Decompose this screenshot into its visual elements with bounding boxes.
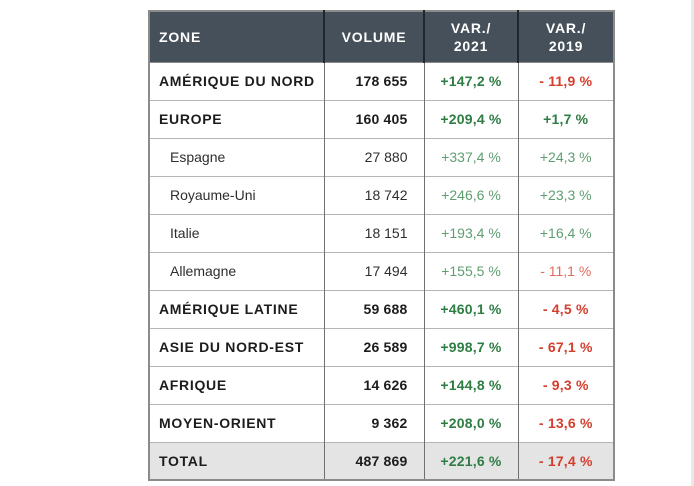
- volume-cell: 17 494: [323, 251, 424, 290]
- volume-cell: 178 655: [323, 62, 424, 100]
- zone-cell: AMÉRIQUE DU NORD: [159, 73, 315, 89]
- zone-cell: ASIE DU NORD-EST: [149, 327, 324, 366]
- zone-volume-variation-table: ZONE VOLUME VAR./ 2021 VAR./ 2019 AMÉRIQ…: [148, 10, 615, 481]
- table-row: AMÉRIQUE LATINE 59 688 +460,1 % - 4,5 %: [149, 289, 614, 328]
- volume-cell: 160 405: [323, 99, 424, 138]
- zone-cell: AMÉRIQUE LATINE: [149, 289, 324, 328]
- table-row: Espagne 27 880 +337,4 % +24,3 %: [149, 137, 614, 176]
- volume-cell: 487 869: [323, 441, 424, 480]
- volume-cell: 18 151: [323, 213, 424, 252]
- zone-cell: Allemagne: [149, 251, 324, 290]
- var-2021-cell: +337,4 %: [423, 137, 518, 176]
- table-row: Allemagne 17 494 +155,5 % - 11,1 %: [149, 251, 614, 290]
- volume-cell: 18 742: [323, 175, 424, 214]
- column-header-volume: VOLUME: [323, 11, 424, 63]
- volume-cell: 27 880: [323, 137, 424, 176]
- table-body: AMÉRIQUE DU NORD 178 655 +147,2 % - 11,9…: [149, 62, 614, 480]
- zone-cell: Italie: [149, 213, 324, 252]
- var-2019-cell: +23,3 %: [517, 175, 614, 214]
- var-2021-cell: +144,8 %: [423, 365, 518, 404]
- table-row: ASIE DU NORD-EST 26 589 +998,7 % - 67,1 …: [149, 327, 614, 366]
- var-2021-cell: +246,6 %: [423, 175, 518, 214]
- var-2021-cell: +208,0 %: [423, 403, 518, 442]
- table-row: MOYEN-ORIENT 9 362 +208,0 % - 13,6 %: [149, 403, 614, 442]
- var-2019-cell: - 4,5 %: [517, 289, 614, 328]
- zone-cell: AFRIQUE: [149, 365, 324, 404]
- var-2019-cell: - 9,3 %: [517, 365, 614, 404]
- column-header-zone: ZONE: [149, 11, 324, 63]
- var-2021-cell: +998,7 %: [423, 327, 518, 366]
- var-2021-cell: +155,5 %: [423, 251, 518, 290]
- var-2019-cell: - 17,4 %: [517, 441, 614, 480]
- volume-cell: 9 362: [323, 403, 424, 442]
- column-header-var-2021: VAR./ 2021: [423, 11, 518, 63]
- table-row: Italie 18 151 +193,4 % +16,4 %: [149, 213, 614, 252]
- table-row: Royaume-Uni 18 742 +246,6 % +23,3 %: [149, 175, 614, 214]
- var-2019-cell: +24,3 %: [517, 137, 614, 176]
- var-2021-cell: +221,6 %: [423, 441, 518, 480]
- var-2019-cell: - 67,1 %: [517, 327, 614, 366]
- header-row: ZONE VOLUME VAR./ 2021 VAR./ 2019: [149, 11, 614, 63]
- zone-cell: Espagne: [149, 137, 324, 176]
- volume-cell: 26 589: [323, 327, 424, 366]
- var-2021-cell: +460,1 %: [423, 289, 518, 328]
- zone-cell: MOYEN-ORIENT: [149, 403, 324, 442]
- var-2021-cell: +209,4 %: [423, 99, 518, 138]
- page-right-edge: [691, 0, 694, 486]
- table-row: TOTAL 487 869 +221,6 % - 17,4 %: [149, 441, 614, 480]
- table-row: AMÉRIQUE DU NORD 178 655 +147,2 % - 11,9…: [149, 62, 614, 100]
- var-2019-cell: +1,7 %: [517, 99, 614, 138]
- column-header-var-2019: VAR./ 2019: [517, 11, 614, 63]
- zone-cell: EUROPE: [149, 99, 324, 138]
- zone-cell: Royaume-Uni: [149, 175, 324, 214]
- var-2019-cell: +16,4 %: [517, 213, 614, 252]
- var-2019-cell: - 13,6 %: [517, 403, 614, 442]
- var-2019-cell: - 11,1 %: [517, 251, 614, 290]
- var-2021-cell: +147,2 %: [423, 62, 518, 100]
- table-row: EUROPE 160 405 +209,4 % +1,7 %: [149, 99, 614, 138]
- var-2019-cell: - 11,9 %: [517, 62, 614, 100]
- var-2021-cell: +193,4 %: [423, 213, 518, 252]
- volume-cell: 14 626: [323, 365, 424, 404]
- zone-cell: TOTAL: [149, 441, 324, 480]
- volume-cell: 59 688: [323, 289, 424, 328]
- table-row: AFRIQUE 14 626 +144,8 % - 9,3 %: [149, 365, 614, 404]
